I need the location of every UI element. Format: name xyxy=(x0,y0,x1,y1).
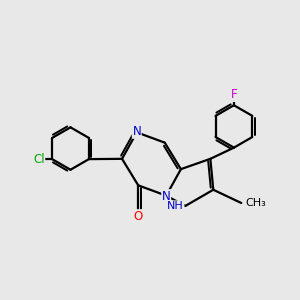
Text: O: O xyxy=(134,210,143,223)
Text: N: N xyxy=(162,190,171,203)
Text: NH: NH xyxy=(167,201,184,211)
Text: F: F xyxy=(231,88,237,101)
Text: N: N xyxy=(132,125,141,138)
Text: CH₃: CH₃ xyxy=(246,198,266,208)
Text: Cl: Cl xyxy=(33,153,45,166)
